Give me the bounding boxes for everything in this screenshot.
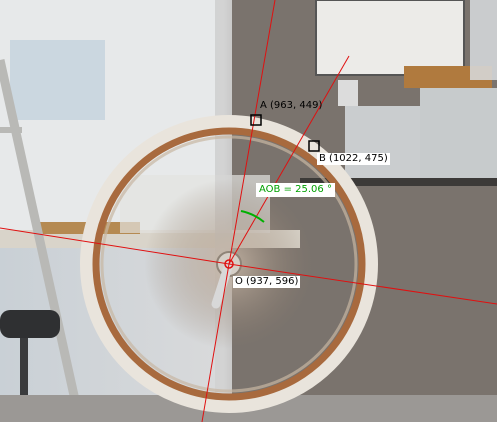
point-b-label: B (1022, 475) — [317, 153, 390, 165]
angle-label: AOB = 25.06 ° — [256, 183, 335, 197]
shelf — [300, 178, 497, 186]
point-a-marker — [250, 114, 262, 126]
storage-box — [420, 88, 497, 178]
keypad — [338, 80, 358, 106]
window-reflection — [10, 40, 105, 120]
storage-box — [345, 106, 420, 178]
storage-box — [470, 0, 497, 80]
ladder-rail — [0, 59, 80, 401]
point-a-label: A (963, 449) — [260, 100, 323, 111]
point-o-label: O (937, 596) — [233, 276, 301, 288]
wall-board — [315, 0, 465, 76]
point-o-marker — [224, 259, 234, 269]
chair-seat — [0, 310, 60, 338]
point-b-marker — [308, 140, 320, 152]
angle-arc — [240, 210, 265, 223]
chair-post — [20, 338, 28, 398]
